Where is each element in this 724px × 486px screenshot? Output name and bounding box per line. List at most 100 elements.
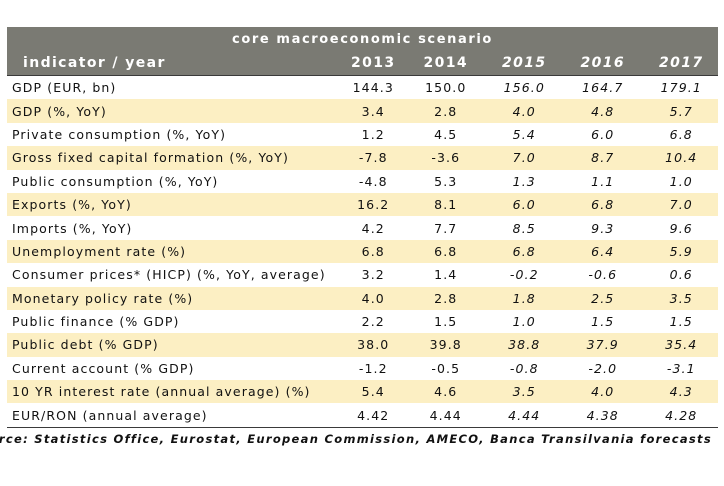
row-value: 1.4 [434, 267, 458, 283]
row-value: 3.5 [669, 290, 693, 306]
header-year: 2016 [580, 55, 626, 71]
header-year: 2013 [350, 55, 396, 71]
row-label: Public debt (% GDP) [12, 337, 159, 353]
table-row: Monetary policy rate (%) 4.0 2.8 1.8 2.5 3.5 [7, 286, 718, 310]
row-value: 4.5 [434, 126, 458, 142]
row-value: 156.0 [503, 80, 545, 96]
row-label: Current account (% GDP) [12, 360, 195, 376]
row-label: Private consumption (%, YoY) [12, 126, 227, 142]
row-value: -3.6 [431, 150, 461, 166]
row-value: 7.7 [434, 220, 458, 236]
row-label: Public consumption (%, YoY) [12, 173, 219, 189]
row-value: 6.8 [434, 243, 458, 259]
row-value: 6.4 [591, 243, 615, 259]
row-value: 2.2 [361, 314, 385, 330]
table-row: Public consumption (%, YoY) -4.8 5.3 1.3 1.1… [7, 170, 718, 193]
row-value: 1.0 [512, 314, 536, 330]
row-value: -2.0 [588, 360, 618, 376]
row-label: Public finance (% GDP) [12, 314, 180, 330]
table-row: GDP (EUR, bn) 144.3 150.0 156.0 164.7 179.1 [7, 76, 718, 99]
row-value: 7.0 [669, 197, 693, 213]
row-value: 1.0 [669, 173, 693, 189]
row-value: 38.0 [357, 337, 390, 353]
row-value: 1.3 [512, 173, 536, 189]
row-label: GDP (EUR, bn) [12, 80, 117, 96]
row-value: -4.8 [358, 173, 388, 189]
row-value: 6.8 [669, 126, 693, 142]
row-value: 37.9 [586, 337, 619, 353]
row-value: 16.2 [357, 197, 390, 213]
row-value: 4.3 [669, 384, 693, 400]
table-row: Unemployment rate (%) 6.8 6.8 6.8 6.4 5.9 [7, 239, 718, 264]
table-header-row: indicator / year 2013 2014 2015 2016 201… [7, 51, 718, 76]
row-value: 4.42 [357, 407, 390, 423]
table-row: Private consumption (%, YoY) 1.2 4.5 5.4 6.0… [7, 123, 718, 146]
row-label: Exports (%, YoY) [12, 197, 132, 213]
row-value: 1.1 [591, 173, 615, 189]
row-value: 3.2 [361, 267, 385, 283]
row-value: 1.2 [361, 126, 385, 142]
row-value: 39.8 [429, 337, 462, 353]
row-label: Consumer prices* (HICP) (%, YoY, average… [12, 267, 326, 283]
row-value: 4.8 [591, 103, 615, 119]
row-value: -0.8 [509, 360, 539, 376]
row-label: EUR/RON (annual average) [12, 407, 208, 423]
row-value: -0.6 [588, 267, 618, 283]
row-value: 164.7 [582, 80, 624, 96]
row-value: 1.5 [591, 314, 615, 330]
row-value: 0.6 [669, 267, 693, 283]
row-value: 38.8 [508, 337, 541, 353]
row-value: 4.44 [508, 407, 541, 423]
row-value: 9.6 [669, 220, 693, 236]
row-value: -1.2 [358, 360, 388, 376]
table-row: GDP (%, YoY) 3.4 2.8 4.0 4.8 5.7 [7, 99, 718, 123]
row-value: 6.0 [512, 197, 536, 213]
macro-table: core macroeconomic scenario indicator / … [7, 27, 718, 428]
row-value: 144.3 [352, 80, 394, 96]
row-value: 4.38 [586, 407, 619, 423]
row-value: 5.7 [669, 103, 693, 119]
row-value: 8.5 [512, 220, 536, 236]
table-title: core macroeconomic scenario [7, 27, 718, 51]
table-body: GDP (EUR, bn) 144.3 150.0 156.0 164.7 179.1 GD… [7, 76, 718, 427]
table-row: Public finance (% GDP) 2.2 1.5 1.0 1.5 1.5 [7, 310, 718, 333]
row-value: 2.8 [434, 103, 458, 119]
row-value: -0.2 [509, 267, 539, 283]
header-year: 2017 [658, 55, 704, 71]
row-value: 1.8 [512, 290, 536, 306]
header-label: indicator / year [23, 55, 166, 71]
row-value: 7.0 [512, 150, 536, 166]
table-row: Current account (% GDP) -1.2 -0.5 -0.8 -2.0 -… [7, 357, 718, 380]
row-value: 5.4 [361, 384, 385, 400]
row-value: 179.1 [660, 80, 702, 96]
row-label: Imports (%, YoY) [12, 220, 133, 236]
row-value: 4.2 [361, 220, 385, 236]
bottom-rule [7, 426, 718, 428]
row-value: 3.4 [361, 103, 385, 119]
row-value: 2.5 [591, 290, 615, 306]
row-value: 10.4 [665, 150, 698, 166]
row-label: 10 YR interest rate (annual average) (%) [12, 384, 311, 400]
source-note: Source: Statistics Office, Eurostat, Eur… [0, 432, 712, 446]
table-row: Public debt (% GDP) 38.0 39.8 38.8 37.9 35.4 [7, 333, 718, 357]
row-label: Monetary policy rate (%) [12, 290, 194, 306]
row-value: 8.1 [434, 197, 458, 213]
table-row: EUR/RON (annual average) 4.42 4.44 4.44 4.38… [7, 403, 718, 426]
row-value: 4.0 [591, 384, 615, 400]
row-label: GDP (%, YoY) [12, 103, 107, 119]
row-value: 4.44 [429, 407, 462, 423]
header-year: 2014 [423, 55, 469, 71]
row-value: 6.8 [361, 243, 385, 259]
row-label: Gross fixed capital formation (%, YoY) [12, 150, 289, 166]
table-row: Gross fixed capital formation (%, YoY) -7… [7, 146, 718, 170]
row-value: 150.0 [425, 80, 467, 96]
row-value: 5.3 [434, 173, 458, 189]
row-value: 4.6 [434, 384, 458, 400]
row-value: -0.5 [431, 360, 461, 376]
header-year: 2015 [501, 55, 547, 71]
table-row: 10 YR interest rate (annual average) (%)… [7, 380, 718, 404]
row-value: -7.8 [358, 150, 388, 166]
table-row: Imports (%, YoY) 4.2 7.7 8.5 9.3 9.6 [7, 216, 718, 239]
row-value: 4.28 [665, 407, 698, 423]
row-value: 6.8 [512, 243, 536, 259]
